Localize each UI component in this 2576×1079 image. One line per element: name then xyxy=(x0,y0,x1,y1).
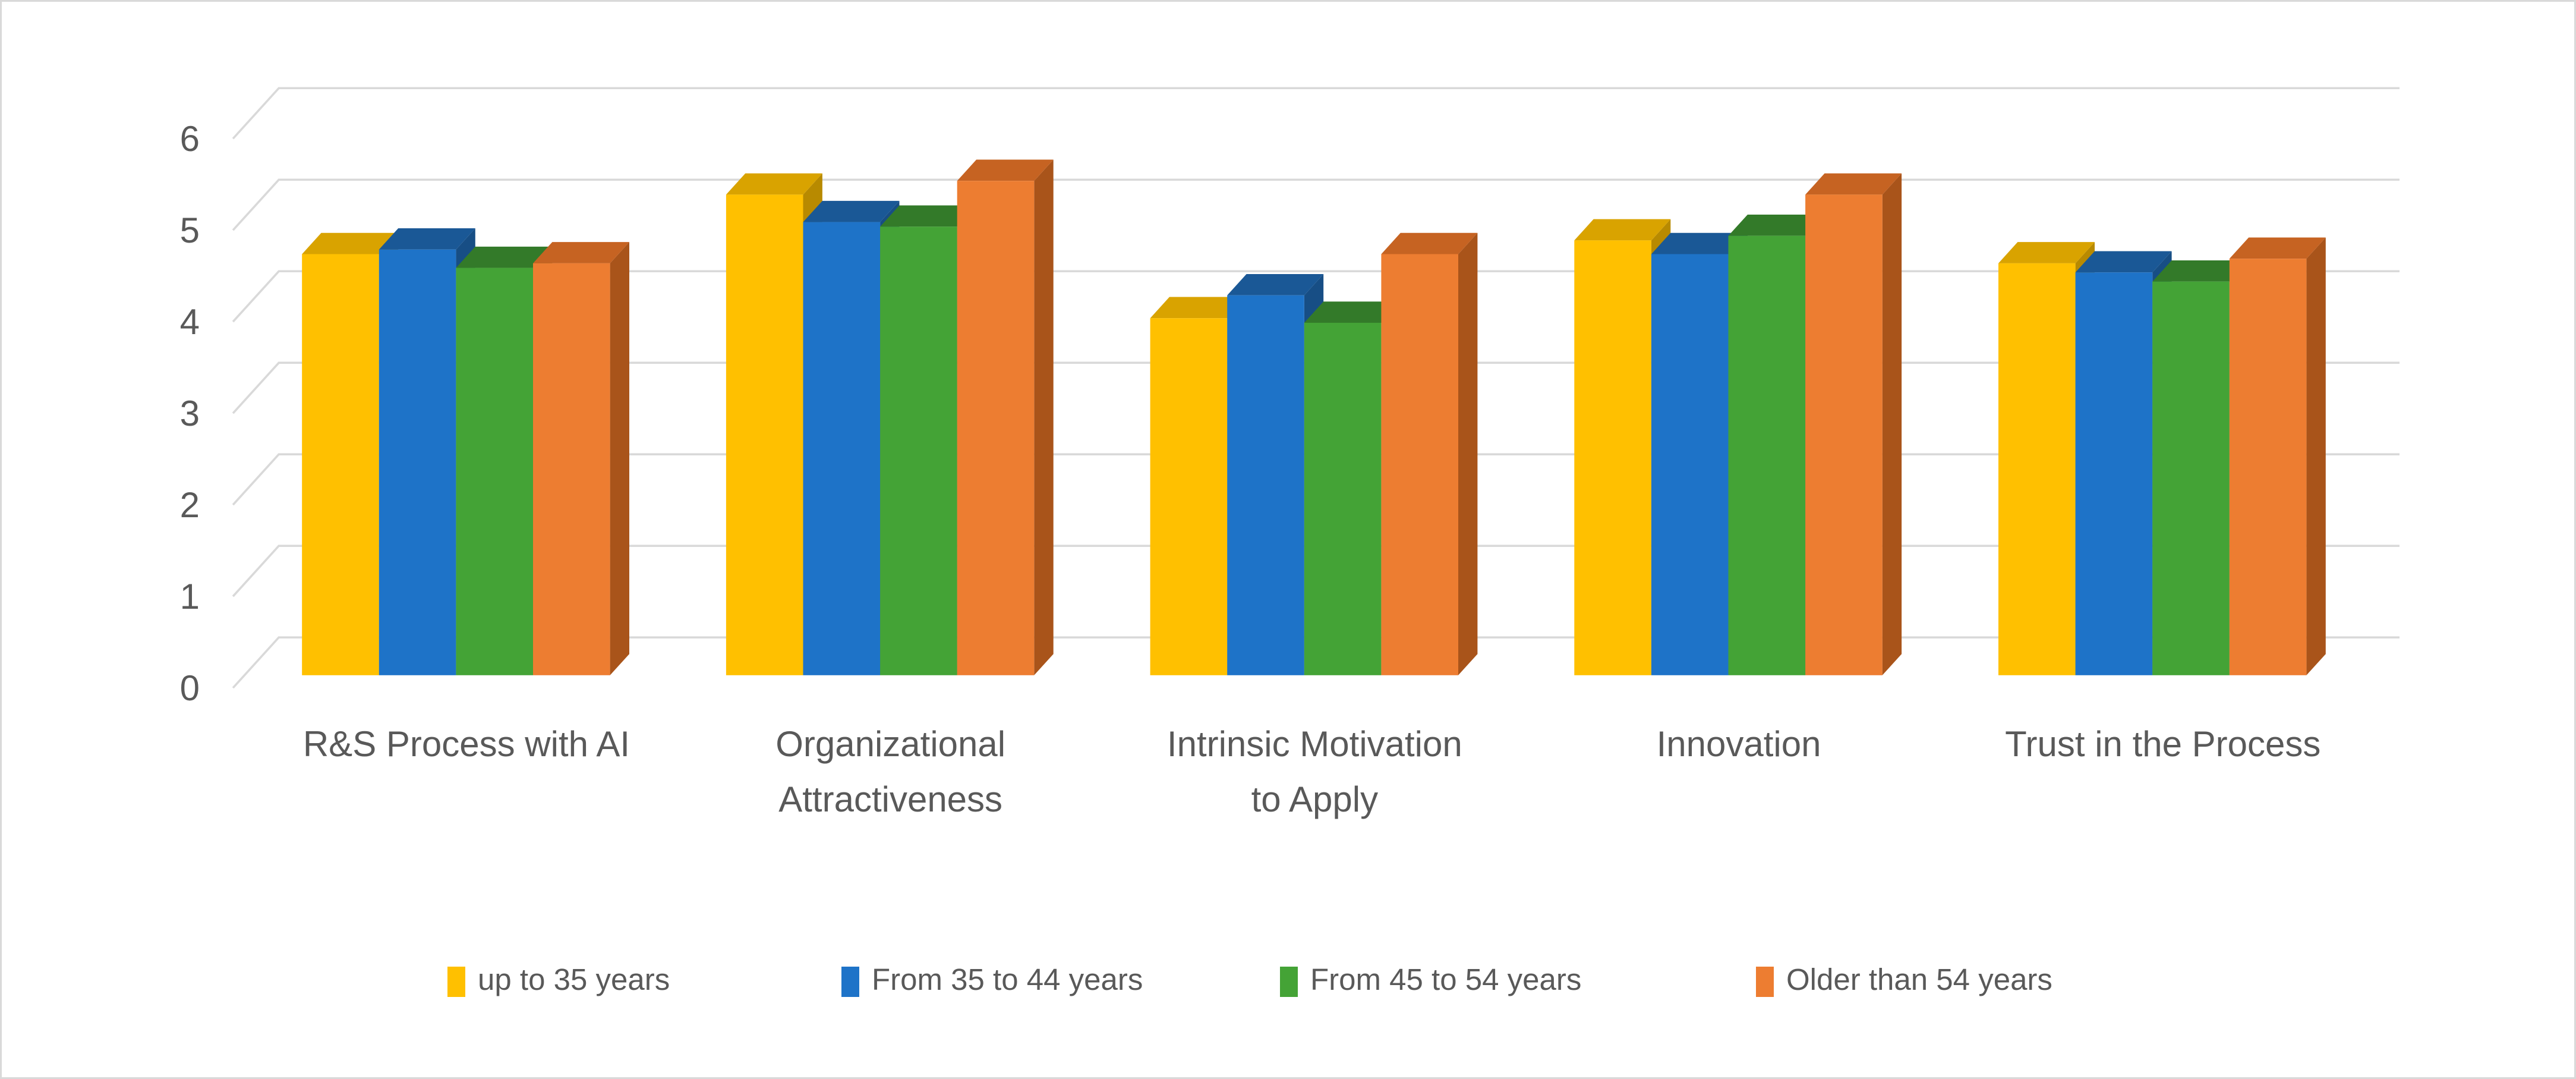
y-tick-label: 5 xyxy=(180,210,200,250)
y-tick-label: 3 xyxy=(180,394,200,433)
bar-top-face xyxy=(957,159,1054,181)
category-label: to Apply xyxy=(1251,779,1379,819)
y-tick-label: 1 xyxy=(180,577,200,616)
y-tick-label: 4 xyxy=(180,302,200,342)
bar-front-face xyxy=(1651,254,1729,675)
bar-top-face xyxy=(1304,301,1401,323)
bar-top-face xyxy=(302,232,399,254)
bar-top-face xyxy=(880,205,977,227)
legend-swatch xyxy=(1280,967,1298,997)
bar-top-face xyxy=(1805,173,1902,195)
legend-swatch xyxy=(1756,967,1774,997)
category-labels: R&S Process with AI Organizational Attract… xyxy=(303,724,2321,819)
bar-front-face xyxy=(2075,272,2153,675)
gridline xyxy=(232,87,2400,140)
category-label: Innovation xyxy=(1657,724,1821,764)
legend-swatch xyxy=(841,967,859,997)
bar-older-than-54-years-c2 xyxy=(1381,232,1478,675)
bar-front-face xyxy=(1304,322,1382,675)
bar-top-face xyxy=(1574,219,1671,241)
bar-top-face xyxy=(2075,251,2172,273)
legend-item: up to 35 years xyxy=(447,962,670,997)
legend-item: From 45 to 54 years xyxy=(1280,962,1581,997)
bar-top-face xyxy=(1998,242,2095,263)
bar-top-face xyxy=(1381,232,1478,254)
legend-label: Older than 54 years xyxy=(1786,962,2052,996)
legend-label: From 35 to 44 years xyxy=(872,962,1143,996)
y-tick-label: 2 xyxy=(180,485,200,525)
legend-item: From 35 to 44 years xyxy=(841,962,1143,997)
bar-front-face xyxy=(1574,240,1651,675)
bar-top-face xyxy=(456,246,553,268)
bar-front-face xyxy=(1805,194,1883,675)
bar-front-face xyxy=(379,249,456,675)
bars xyxy=(302,159,2326,675)
bar-side-face xyxy=(2306,237,2326,675)
bar-front-face xyxy=(1150,318,1228,675)
bar-front-face xyxy=(1998,263,2076,675)
y-tick-label: 6 xyxy=(180,119,200,159)
bar-top-face xyxy=(1651,232,1748,254)
bar-top-face xyxy=(2152,260,2249,282)
bar-front-face xyxy=(726,194,803,675)
y-tick-label: 0 xyxy=(180,668,200,708)
legend: up to 35 years From 35 to 44 years From 45… xyxy=(447,962,2052,997)
bar-front-face xyxy=(2152,281,2230,675)
bar-side-face xyxy=(610,242,629,675)
legend-label: From 45 to 54 years xyxy=(1310,962,1581,996)
bar-front-face xyxy=(1227,295,1304,675)
bar-top-face xyxy=(1728,214,1825,236)
bar-front-face xyxy=(880,227,957,675)
legend-label: up to 35 years xyxy=(478,962,670,996)
bar-side-face xyxy=(1458,232,1478,675)
category-label: Intrinsic Motivation xyxy=(1167,724,1462,764)
bar-top-face xyxy=(2229,237,2326,259)
bar-front-face xyxy=(803,222,881,675)
bar-front-face xyxy=(2229,259,2307,675)
bar-top-face xyxy=(1150,297,1247,319)
category-label: R&S Process with AI xyxy=(303,724,630,764)
bar-front-face xyxy=(302,254,379,675)
category-label: Organizational xyxy=(775,724,1005,764)
y-axis-labels: 0 1 2 3 4 5 6 xyxy=(180,119,200,708)
bar-front-face xyxy=(1381,254,1458,675)
gridline xyxy=(232,178,2400,231)
legend-item: Older than 54 years xyxy=(1756,962,2052,997)
bar-top-face xyxy=(726,173,822,195)
bar-top-face xyxy=(379,228,475,250)
bar-older-than-54-years-c0 xyxy=(533,242,629,675)
bar-side-face xyxy=(1034,159,1054,675)
bar-older-than-54-years-c1 xyxy=(957,159,1054,675)
bar-top-face xyxy=(1227,274,1324,295)
bar-top-face xyxy=(533,242,629,263)
bar-front-face xyxy=(1728,235,1806,675)
bar-older-than-54-years-c4 xyxy=(2229,237,2326,675)
bar-side-face xyxy=(1882,173,1902,675)
bar-front-face xyxy=(533,263,610,675)
bar-front-face xyxy=(957,181,1035,675)
bar-top-face xyxy=(803,200,900,222)
bar-older-than-54-years-c3 xyxy=(1805,173,1902,675)
category-label: Attractiveness xyxy=(778,779,1002,819)
category-label: Trust in the Process xyxy=(2005,724,2320,764)
legend-swatch xyxy=(447,967,465,997)
bar-front-face xyxy=(456,268,533,675)
